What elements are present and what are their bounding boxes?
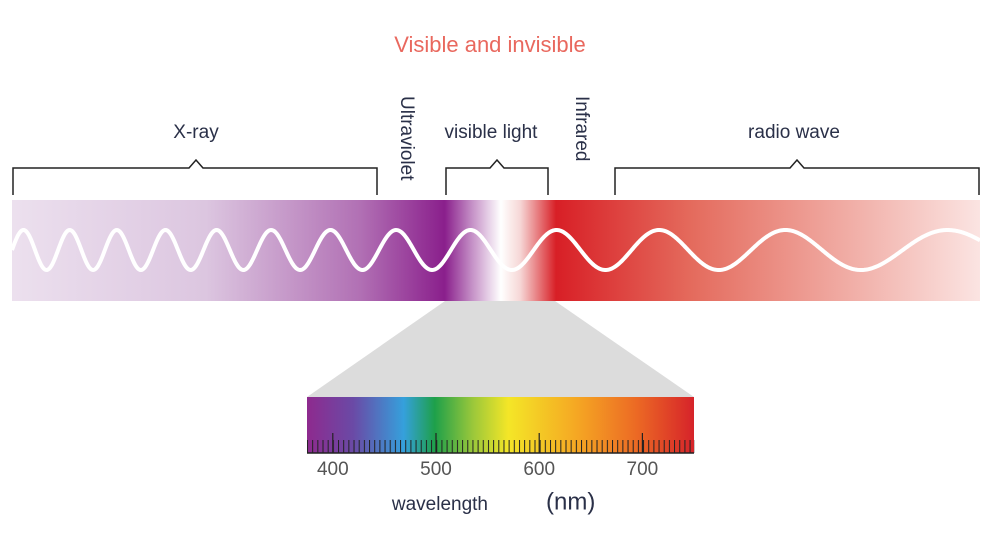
brackets [12, 158, 980, 195]
band-label: visible light [445, 122, 539, 143]
title: Visible and invisible [394, 32, 586, 57]
band-label: Infrared [571, 96, 592, 161]
axis-unit: (nm) [546, 488, 595, 515]
axis-label: wavelength [391, 494, 488, 515]
wave [10, 227, 981, 273]
band-label: radio wave [748, 122, 840, 143]
tick-label: 400 [317, 459, 349, 480]
band-label: Ultraviolet [396, 96, 417, 181]
bracket [445, 158, 549, 195]
spectrum-band [12, 200, 980, 301]
tick-label: 600 [523, 459, 555, 480]
tick-label: 500 [420, 459, 452, 480]
bracket [12, 158, 378, 195]
band-label: X-ray [173, 122, 219, 143]
zoom-projection [307, 301, 694, 397]
minor-ticks [307, 440, 695, 453]
bracket [614, 158, 980, 195]
tick-label: 700 [627, 459, 659, 480]
